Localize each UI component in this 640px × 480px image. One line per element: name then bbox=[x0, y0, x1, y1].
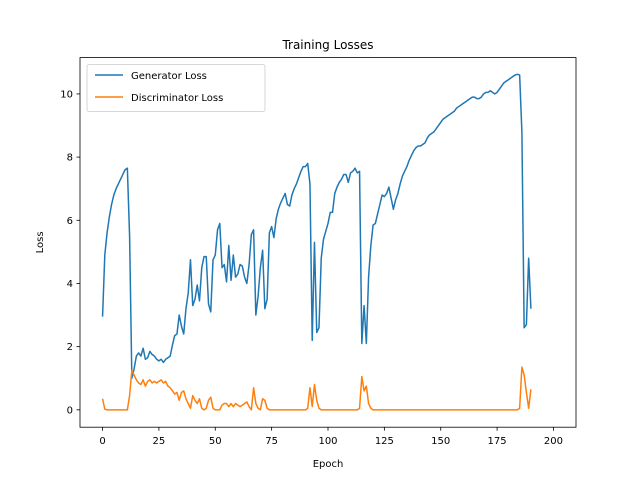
x-tick-label: 0 bbox=[99, 436, 105, 447]
y-axis-label: Loss bbox=[35, 231, 46, 253]
x-tick-label: 50 bbox=[209, 436, 222, 447]
x-tick-label: 25 bbox=[153, 436, 166, 447]
series-line-generator-loss bbox=[101, 73, 532, 379]
legend-label-discriminator-loss: Discriminator Loss bbox=[131, 93, 223, 104]
y-tick-label: 6 bbox=[67, 216, 73, 227]
legend: Generator Loss Discriminator Loss bbox=[86, 64, 266, 112]
x-tick-label: 125 bbox=[375, 436, 394, 447]
legend-label-generator-loss: Generator Loss bbox=[131, 71, 207, 82]
y-tick-label: 2 bbox=[67, 342, 73, 353]
x-tick-label: 75 bbox=[265, 436, 278, 447]
x-tick-label: 150 bbox=[431, 436, 450, 447]
x-tick-label: 200 bbox=[544, 436, 563, 447]
x-axis-ticks: 0 25 50 75 100 125 150 175 200 bbox=[99, 427, 563, 447]
y-tick-label: 0 bbox=[67, 405, 73, 416]
y-tick-label: 10 bbox=[60, 89, 73, 100]
y-axis-ticks: 0 2 4 6 8 10 bbox=[60, 89, 80, 416]
y-tick-label: 4 bbox=[67, 279, 73, 290]
series-layer bbox=[101, 73, 532, 411]
x-tick-label: 100 bbox=[318, 436, 337, 447]
series-line-discriminator-loss bbox=[101, 366, 532, 411]
x-axis-label: Epoch bbox=[313, 459, 344, 470]
chart-title: Training Losses bbox=[281, 38, 373, 52]
legend-box bbox=[86, 64, 266, 112]
y-tick-label: 8 bbox=[67, 153, 73, 164]
x-tick-label: 175 bbox=[488, 436, 507, 447]
